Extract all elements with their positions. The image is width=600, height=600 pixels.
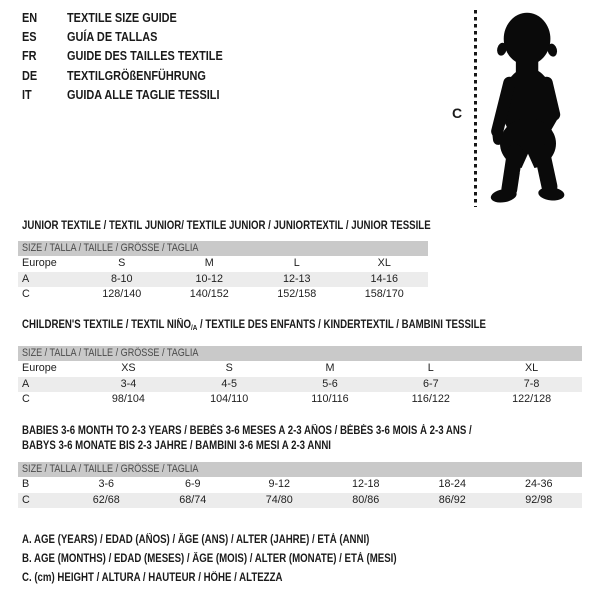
value-cell: 86/92: [438, 493, 466, 506]
value-cell: 104/110: [210, 393, 249, 405]
value-cell: 6-9: [184, 478, 201, 490]
language-label: TEXTILGRÖßENFÜHRUNG: [67, 67, 206, 83]
row-label-cell: B: [22, 478, 30, 490]
value-cell: 3-4: [120, 377, 137, 390]
value-cell: 92/98: [525, 493, 553, 506]
value-cell: 68/74: [179, 493, 207, 506]
value-cell: L: [293, 257, 300, 269]
value-cell: 10-12: [195, 272, 224, 285]
language-label: GUIDE DES TAILLES TEXTILE: [67, 48, 223, 64]
row-label-cell: C: [22, 288, 30, 300]
size-header-bar: SIZE / TALLA / TAILLE / GRÖSSE / TAGLIA: [18, 241, 428, 256]
language-header: EN TEXTILE SIZE GUIDE ES GUÍA DE TALLAS …: [22, 8, 252, 104]
language-label: GUIDA ALLE TAGLIE TESSILI: [67, 86, 220, 102]
row-label-cell: Europe: [22, 257, 57, 269]
language-code: IT: [22, 86, 32, 102]
value-cell: M: [204, 257, 214, 269]
value-cell: S: [225, 362, 233, 374]
language-label: TEXTILE SIZE GUIDE: [67, 10, 177, 26]
table-row: Europe S M L XL: [18, 256, 428, 272]
language-row: EN TEXTILE SIZE GUIDE: [22, 8, 252, 27]
babies-title-line2: BABYS 3-6 MONATE BIS 2-3 JAHRE / BAMBINI…: [22, 439, 331, 452]
value-cell: 152/158: [277, 288, 317, 300]
value-cell: XL: [377, 257, 391, 269]
value-cell: 122/128: [512, 393, 552, 405]
babies-section-title: BABIES 3-6 MONTH TO 2-3 YEARS / BEBÉS 3-…: [22, 424, 557, 453]
value-cell: 12-18: [351, 478, 380, 490]
row-label-cell: C: [22, 393, 30, 405]
babies-table: SIZE / TALLA / TAILLE / GRÖSSE / TAGLIA …: [18, 462, 582, 508]
language-code: DE: [22, 67, 38, 83]
table-row: B 3-6 6-9 9-12 12-18 18-24 24-36: [18, 477, 582, 493]
note-line-c: C. (cm) HEIGHT / ALTURA / HAUTEUR / HÖHE…: [22, 572, 283, 584]
value-cell: M: [325, 362, 335, 374]
table-row: C 98/104 104/110 110/116 116/122 122/128: [18, 392, 582, 408]
junior-section-title: JUNIOR TEXTILE / TEXTIL JUNIOR/ TEXTILE …: [22, 220, 431, 232]
toddler-silhouette-image: [490, 12, 565, 203]
value-cell: 140/152: [189, 288, 229, 300]
table-row: C 128/140 140/152 152/158 158/170: [18, 287, 428, 303]
value-cell: 110/116: [311, 393, 349, 405]
language-code: FR: [22, 48, 37, 64]
value-cell: 3-6: [98, 478, 115, 490]
language-row: FR GUIDE DES TAILLES TEXTILE: [22, 46, 252, 65]
row-label-cell: Europe: [22, 362, 57, 374]
value-cell: 74/80: [265, 493, 293, 506]
table-row: A 3-4 4-5 5-6 6-7 7-8: [18, 376, 582, 392]
value-cell: XS: [121, 362, 136, 374]
value-cell: 8-10: [110, 272, 133, 285]
value-cell: 14-16: [370, 272, 399, 285]
value-cell: 98/104: [111, 393, 145, 405]
children-table: SIZE / TALLA / TAILLE / GRÖSSE / TAGLIA …: [18, 346, 582, 408]
value-cell: 4-5: [221, 377, 237, 390]
table-row: A 8-10 10-12 12-13 14-16: [18, 271, 428, 287]
row-label-cell: A: [22, 377, 30, 390]
language-code: EN: [22, 10, 38, 26]
babies-title-line1: BABIES 3-6 MONTH TO 2-3 YEARS / BEBÉS 3-…: [22, 425, 472, 437]
size-header-bar: SIZE / TALLA / TAILLE / GRÖSSE / TAGLIA: [18, 346, 582, 361]
value-cell: 80/86: [352, 493, 380, 506]
value-cell: 6-7: [422, 377, 439, 390]
note-line-b: B. AGE (MONTHS) / EDAD (MESES) / ÂGE (MO…: [22, 553, 397, 565]
value-cell: 7-8: [523, 377, 540, 390]
value-cell: 128/140: [102, 288, 142, 300]
value-cell: 62/68: [92, 493, 120, 506]
measure-label-c: C: [452, 105, 463, 121]
language-row: DE TEXTILGRÖßENFÜHRUNG: [22, 66, 252, 85]
value-cell: 158/170: [364, 288, 404, 300]
subscript-a: /A: [191, 323, 198, 332]
legend-notes: A. AGE (YEARS) / EDAD (AÑOS) / ÂGE (ANS)…: [22, 531, 468, 588]
language-code: ES: [22, 29, 37, 45]
value-cell: L: [427, 362, 434, 374]
value-cell: 12-13: [282, 272, 311, 285]
language-row: IT GUIDA ALLE TAGLIE TESSILI: [22, 85, 252, 104]
value-cell: 9-12: [268, 478, 291, 490]
value-cell: 24-36: [524, 478, 553, 490]
value-cell: S: [118, 257, 126, 269]
row-label-cell: A: [22, 272, 30, 285]
note-line-a: A. AGE (YEARS) / EDAD (AÑOS) / ÂGE (ANS)…: [22, 534, 370, 546]
table-row: C 62/68 68/74 74/80 80/86 86/92 92/98: [18, 492, 582, 508]
size-header-bar: SIZE / TALLA / TAILLE / GRÖSSE / TAGLIA: [18, 462, 582, 477]
children-section-title: CHILDREN'S TEXTILE / TEXTIL NIÑO/A / TEX…: [22, 319, 486, 332]
value-cell: 5-6: [322, 377, 338, 390]
value-cell: 116/122: [411, 393, 450, 405]
table-row: Europe XS S M L XL: [18, 361, 582, 377]
language-label: GUÍA DE TALLAS: [67, 29, 158, 45]
row-label-cell: C: [22, 493, 30, 506]
height-measure-dashed-line: [474, 10, 477, 207]
value-cell: XL: [524, 362, 539, 374]
value-cell: 18-24: [438, 478, 467, 490]
junior-table: SIZE / TALLA / TAILLE / GRÖSSE / TAGLIA …: [18, 241, 428, 303]
language-row: ES GUÍA DE TALLAS: [22, 27, 252, 46]
